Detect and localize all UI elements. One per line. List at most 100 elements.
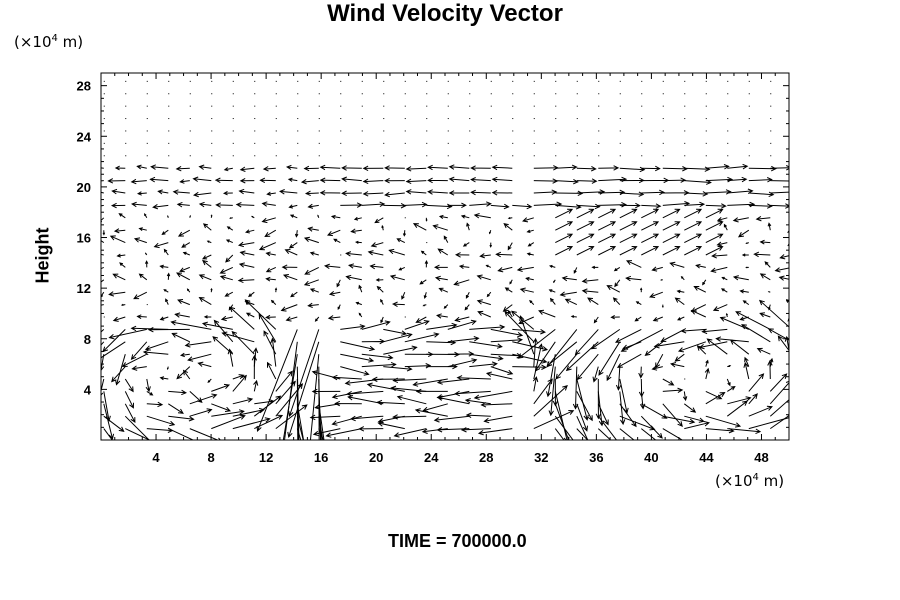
vector-arrow (641, 208, 660, 219)
vector-arrow (503, 223, 513, 231)
vector-arrow (532, 376, 539, 392)
x-unit-tail: m) (758, 472, 785, 490)
vector-arrow (285, 164, 298, 170)
vector-arrow (424, 259, 429, 268)
vector-arrow (383, 332, 413, 343)
vector-arrow (737, 229, 750, 238)
vector-arrow (619, 415, 656, 431)
vector-arrow (402, 230, 407, 237)
x-tick-label: 28 (479, 450, 493, 465)
vector-arrow (202, 223, 212, 231)
vector-arrow (748, 191, 775, 198)
vector-arrow (358, 284, 363, 293)
vector-arrow (189, 393, 218, 405)
vector-arrow (549, 264, 556, 268)
x-tick-label: 4 (152, 450, 160, 465)
vector-arrow (318, 366, 320, 440)
vector-arrow (460, 214, 470, 219)
vector-arrow (546, 341, 578, 367)
vector-arrow (285, 316, 298, 322)
vector-arrow (576, 208, 595, 219)
vector-arrow (559, 291, 577, 297)
vector-arrow (455, 252, 470, 258)
vector-arrow (296, 403, 305, 440)
vector-arrow (146, 390, 154, 396)
vector-arrow (662, 208, 681, 219)
vector-arrow (576, 233, 595, 244)
vector-arrow (219, 266, 234, 274)
y-tick-label: 16 (77, 231, 91, 246)
vector-arrow (201, 254, 212, 260)
vector-arrow (769, 373, 788, 392)
vector-arrow (427, 177, 448, 184)
vector-arrow (641, 221, 660, 231)
vector-arrow (644, 341, 664, 356)
vector-arrow (176, 272, 191, 281)
vector-arrow (748, 177, 773, 183)
vector-arrow (412, 223, 427, 231)
vector-arrow (166, 366, 169, 371)
vector-arrow (211, 383, 231, 392)
vector-arrow (702, 279, 707, 286)
vector-arrow (684, 208, 703, 219)
vector-arrow (177, 229, 191, 237)
vector-arrow (436, 390, 470, 400)
vector-arrow (157, 189, 169, 195)
vector-arrow (770, 191, 789, 194)
vector-arrow (300, 178, 319, 185)
vector-arrow (319, 164, 341, 171)
vector-arrow (590, 328, 621, 350)
vector-arrow (635, 301, 642, 306)
x-tick-label: 44 (699, 450, 714, 465)
vector-arrow (661, 304, 664, 309)
vector-arrow (355, 240, 362, 244)
y-unit-tail: m) (57, 33, 84, 51)
vector-arrow (434, 275, 448, 282)
vector-arrow (146, 415, 176, 427)
vector-arrow (485, 371, 513, 380)
y-unit-base: (×10 (14, 33, 52, 51)
vector-arrow (203, 315, 212, 319)
vector-arrow (229, 306, 255, 330)
vector-arrow (447, 319, 477, 330)
vector-arrow (189, 408, 213, 417)
vector-arrow (443, 235, 449, 243)
vector-arrow (598, 341, 621, 376)
vector-arrow (175, 165, 190, 172)
vector-arrow (777, 335, 789, 352)
vector-arrow (739, 289, 749, 294)
vector-arrow (232, 397, 254, 405)
vector-arrow (287, 177, 298, 182)
vector-arrow (680, 276, 685, 281)
vector-arrow (490, 203, 510, 210)
vector-arrow (641, 246, 660, 256)
vector-arrow (662, 246, 681, 256)
vector-arrow (318, 403, 325, 440)
vector-arrow (145, 378, 151, 393)
vector-arrow (464, 398, 491, 405)
vector-arrow (792, 202, 818, 207)
vector-arrow (136, 191, 147, 196)
vector-arrow (130, 178, 147, 185)
vector-arrow (512, 364, 547, 370)
vector-arrow (745, 242, 749, 244)
vector-arrow (370, 242, 384, 248)
vector-arrow (792, 192, 812, 197)
vector-arrow (491, 176, 513, 183)
vector-arrow (546, 329, 578, 368)
vector-arrow (376, 399, 405, 406)
vector-arrow (116, 253, 126, 258)
vector-arrow (533, 165, 559, 171)
vector-arrow (526, 229, 534, 233)
vector-arrow (443, 304, 449, 309)
vector-arrow (483, 415, 513, 424)
vector-arrow (398, 266, 405, 271)
vector-arrow (433, 415, 470, 423)
vector-arrow (353, 216, 362, 221)
vector-arrow (192, 176, 212, 182)
vector-arrow (258, 242, 276, 251)
vector-arrow (502, 304, 513, 312)
vector-arrow (432, 224, 448, 231)
vector-arrow (214, 177, 233, 184)
y-axis-unit: (×104 m) (14, 33, 83, 51)
